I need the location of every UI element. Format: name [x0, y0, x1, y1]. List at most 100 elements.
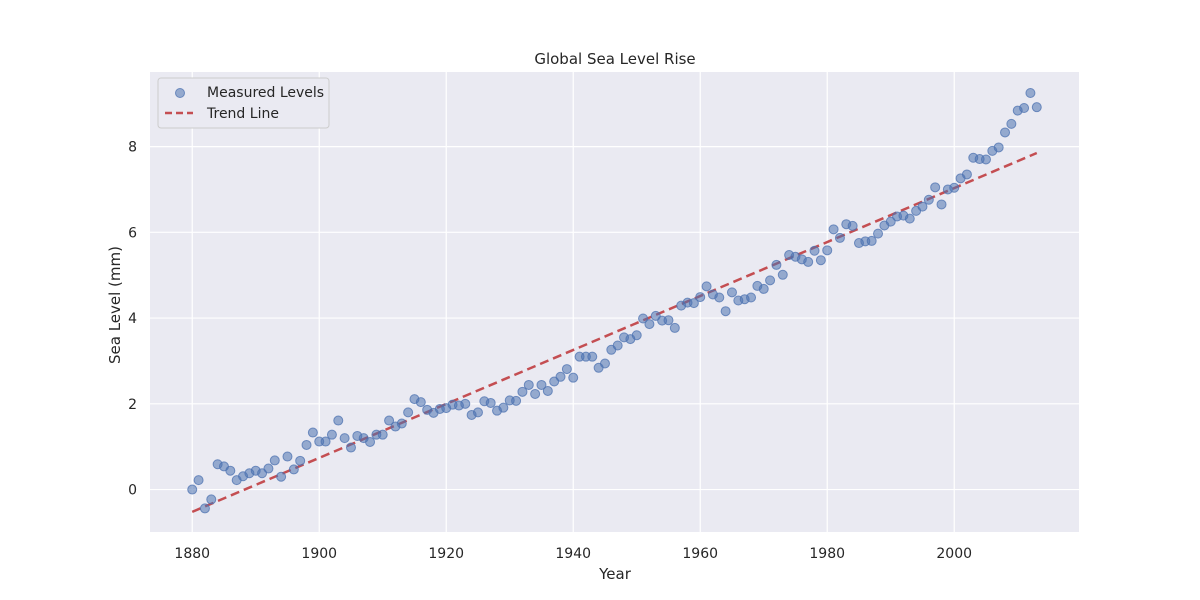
data-point — [847, 220, 858, 231]
data-point — [263, 463, 274, 474]
data-point — [701, 281, 712, 292]
data-point — [720, 306, 731, 317]
y-tick-label: 8 — [128, 140, 137, 156]
data-point — [746, 292, 757, 303]
scatter-points — [187, 88, 1042, 514]
data-point — [873, 228, 884, 239]
data-point — [834, 232, 845, 243]
data-point — [561, 364, 572, 375]
data-point — [523, 379, 534, 390]
data-point — [365, 436, 376, 447]
data-point — [822, 245, 833, 256]
chart-title: Global Sea Level Rise — [534, 50, 695, 68]
data-point — [638, 313, 649, 324]
data-point — [917, 201, 928, 212]
data-point — [828, 224, 839, 235]
y-axis-label: Sea Level (mm) — [106, 246, 124, 364]
data-point — [377, 429, 388, 440]
data-point — [930, 182, 941, 193]
data-point — [936, 199, 947, 210]
data-point — [758, 283, 769, 294]
data-point — [276, 471, 287, 482]
data-point — [320, 436, 331, 447]
x-tick-label: 1900 — [301, 546, 337, 562]
y-tick-label: 4 — [128, 311, 137, 327]
x-tick-label: 1880 — [174, 546, 210, 562]
data-point — [485, 397, 496, 408]
legend: Measured Levels Trend Line — [157, 77, 330, 129]
data-point — [923, 194, 934, 205]
data-point — [403, 407, 414, 418]
x-tick-label: 2000 — [936, 546, 972, 562]
legend-frame — [157, 77, 330, 129]
data-point — [269, 455, 280, 466]
data-point — [809, 245, 820, 256]
data-point — [472, 407, 483, 418]
data-point — [644, 319, 655, 330]
data-point — [536, 379, 547, 390]
data-point — [568, 372, 579, 383]
data-point — [530, 388, 541, 399]
data-point — [187, 484, 198, 495]
data-point — [460, 398, 471, 409]
data-point — [663, 315, 674, 326]
data-point — [199, 503, 210, 514]
data-point — [384, 415, 395, 426]
data-point — [599, 358, 610, 369]
y-tick-label: 6 — [128, 225, 137, 241]
y-axis-ticks: 0 2 4 6 8 — [128, 140, 137, 499]
data-point — [333, 415, 344, 426]
data-point — [1031, 102, 1042, 113]
data-point — [193, 475, 204, 486]
data-point — [225, 465, 236, 476]
x-tick-label: 1920 — [428, 546, 464, 562]
data-point — [771, 259, 782, 270]
data-point — [1019, 103, 1030, 114]
data-point — [765, 275, 776, 286]
data-point — [326, 429, 337, 440]
data-point — [726, 287, 737, 298]
data-point — [714, 292, 725, 303]
data-point — [612, 340, 623, 351]
data-point — [307, 427, 318, 438]
data-point — [555, 371, 566, 382]
data-point — [345, 442, 356, 453]
data-point — [1006, 118, 1017, 129]
data-point — [517, 386, 528, 397]
data-point — [695, 292, 706, 303]
data-point — [1025, 88, 1036, 99]
data-point — [288, 464, 299, 475]
data-point — [339, 433, 350, 444]
data-point — [949, 182, 960, 193]
data-point — [511, 395, 522, 406]
legend-label-trend: Trend Line — [206, 106, 279, 122]
data-point — [498, 402, 509, 413]
legend-marker-measured — [175, 88, 185, 98]
y-tick-label: 2 — [128, 397, 137, 413]
data-point — [885, 216, 896, 227]
x-tick-label: 1940 — [555, 546, 591, 562]
data-point — [815, 255, 826, 266]
data-point — [206, 494, 217, 505]
data-point — [688, 298, 699, 309]
data-point — [961, 169, 972, 180]
data-point — [777, 269, 788, 280]
x-tick-label: 1980 — [809, 546, 845, 562]
x-axis-label: Year — [598, 565, 632, 583]
data-point — [669, 322, 680, 333]
data-point — [542, 385, 553, 396]
data-point — [803, 256, 814, 267]
data-point — [282, 451, 293, 462]
x-tick-label: 1960 — [682, 546, 718, 562]
data-point — [866, 235, 877, 246]
data-point — [295, 455, 306, 466]
grid-lines — [150, 72, 1079, 532]
data-point — [415, 397, 426, 408]
legend-label-measured: Measured Levels — [207, 85, 324, 101]
data-point — [1000, 127, 1011, 138]
data-point — [396, 418, 407, 429]
data-point — [904, 213, 915, 224]
data-point — [587, 351, 598, 362]
data-point — [301, 439, 312, 450]
